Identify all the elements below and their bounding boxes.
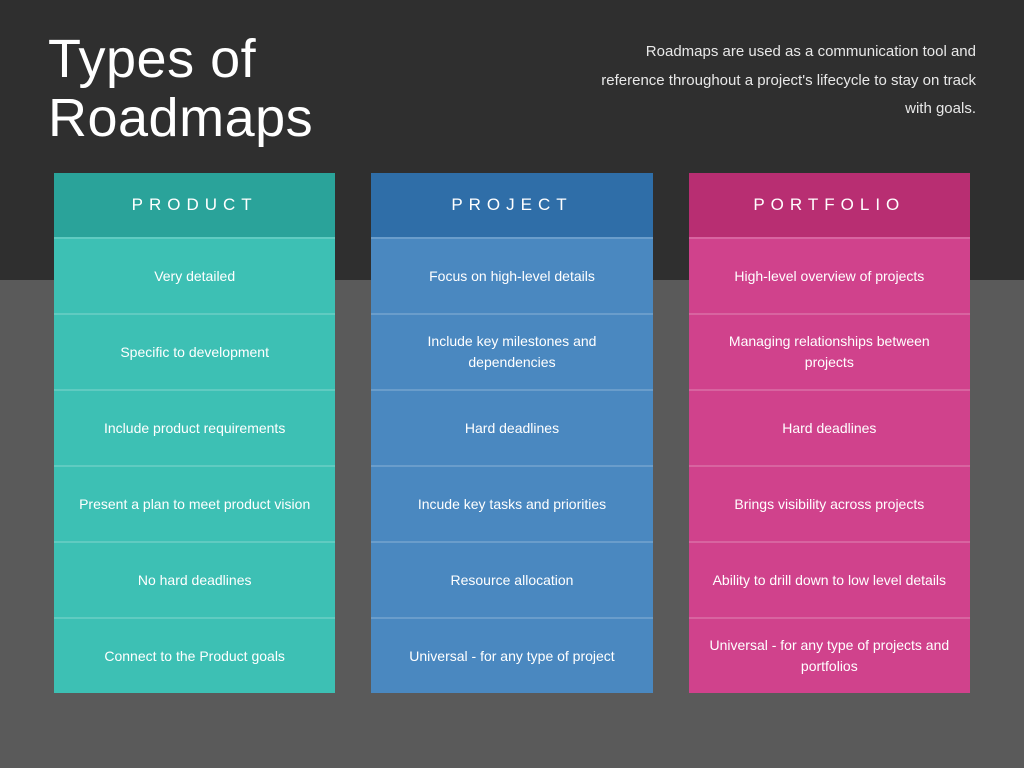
- column-item: Connect to the Product goals: [54, 617, 335, 693]
- column-item: Managing relationships between projects: [689, 313, 970, 389]
- column-item: Resource allocation: [371, 541, 652, 617]
- column-header-product: PRODUCT: [54, 173, 335, 237]
- column-item: High-level overview of projects: [689, 237, 970, 313]
- page-title: Types ofRoadmaps: [48, 30, 313, 149]
- column-item: Specific to development: [54, 313, 335, 389]
- column-item: Brings visibility across projects: [689, 465, 970, 541]
- column-item: Hard deadlines: [689, 389, 970, 465]
- column-header-portfolio: PORTFOLIO: [689, 173, 970, 237]
- column-project: PROJECT Focus on high-level details Incl…: [371, 173, 652, 693]
- column-item: Universal - for any type of project: [371, 617, 652, 693]
- column-item: Present a plan to meet product vision: [54, 465, 335, 541]
- column-item: Focus on high-level details: [371, 237, 652, 313]
- column-item: Include key milestones and dependencies: [371, 313, 652, 389]
- column-item: Very detailed: [54, 237, 335, 313]
- column-product: PRODUCT Very detailed Specific to develo…: [54, 173, 335, 693]
- columns-container: PRODUCT Very detailed Specific to develo…: [0, 149, 1024, 693]
- header: Types ofRoadmaps Roadmaps are used as a …: [0, 0, 1024, 149]
- page-subtitle: Roadmaps are used as a communication too…: [596, 30, 976, 124]
- column-item: Ability to drill down to low level detai…: [689, 541, 970, 617]
- column-item: Universal - for any type of projects and…: [689, 617, 970, 693]
- column-item: Hard deadlines: [371, 389, 652, 465]
- column-item: Incude key tasks and priorities: [371, 465, 652, 541]
- column-item: Include product requirements: [54, 389, 335, 465]
- column-header-project: PROJECT: [371, 173, 652, 237]
- column-item: No hard deadlines: [54, 541, 335, 617]
- column-portfolio: PORTFOLIO High-level overview of project…: [689, 173, 970, 693]
